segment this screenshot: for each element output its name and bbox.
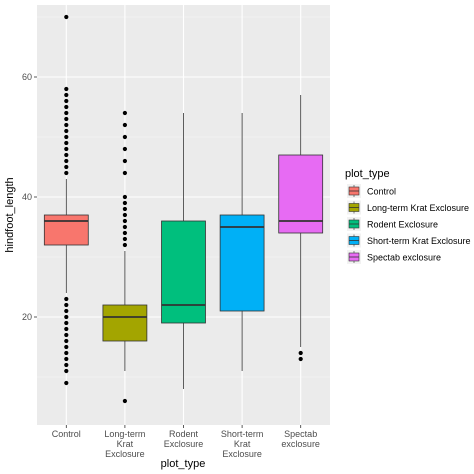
x-tick-label-line: Exclosure: [164, 439, 204, 449]
outlier-point: [122, 110, 127, 116]
y-tick-label: 20: [22, 312, 32, 322]
outlier-point: [122, 398, 127, 404]
x-tick-label-line: Long-term: [104, 429, 145, 439]
legend-label: Short-term Krat Exclosure: [367, 236, 471, 246]
legend-item: Rodent Exclosure: [347, 217, 438, 231]
outlier-point: [122, 170, 127, 176]
y-axis-title: hindfoot_length: [4, 177, 16, 252]
legend-label: Long-term Krat Exclosure: [367, 203, 469, 213]
iqr-box: [161, 220, 206, 324]
iqr-box: [278, 154, 324, 234]
outlier-point: [64, 314, 69, 320]
box-group: [278, 95, 324, 362]
x-tick-label: Rodent Exclosure: [164, 429, 204, 449]
outlier-point: [122, 134, 127, 140]
legend-title: plot_type: [345, 168, 390, 180]
outlier-point: [122, 236, 127, 242]
outlier-point: [64, 164, 69, 170]
outlier-point: [122, 230, 127, 236]
legend-label: Spectab exclosure: [367, 253, 441, 263]
outlier-point: [122, 194, 127, 200]
x-axis-title: plot_type: [161, 458, 206, 470]
box-group: [161, 113, 206, 389]
outlier-point: [64, 362, 69, 368]
outlier-point: [64, 368, 69, 374]
outlier-point: [122, 122, 127, 128]
x-tick-label-line: Spectab: [284, 429, 317, 439]
outlier-point: [64, 14, 69, 20]
outlier-point: [122, 200, 127, 206]
x-tick-label-line: Control: [52, 429, 81, 439]
outlier-point: [122, 206, 127, 212]
outlier-point: [122, 218, 127, 224]
outlier-point: [64, 380, 69, 386]
legend-item: Spectab exclosure: [347, 250, 441, 264]
x-tick-label: Short-term Krat Exclosure: [221, 429, 264, 459]
outlier-point: [64, 350, 69, 356]
outlier-point: [122, 146, 127, 152]
x-tick-label: Control: [52, 429, 81, 439]
outlier-point: [64, 104, 69, 110]
boxes: [43, 14, 324, 404]
outlier-point: [64, 122, 69, 128]
x-tick-label-line: Exclosure: [105, 449, 145, 459]
outlier-point: [64, 302, 69, 308]
outlier-point: [64, 128, 69, 134]
legend-item: Short-term Krat Exclosure: [347, 233, 471, 248]
outlier-point: [64, 98, 69, 104]
legend-item: Long-term Krat Exclosure: [347, 200, 469, 215]
outlier-point: [122, 158, 127, 164]
outlier-point: [64, 320, 69, 326]
outlier-point: [64, 332, 69, 338]
x-tick-label-line: Short-term: [221, 429, 264, 439]
x-tick-label-line: Rodent: [169, 429, 199, 439]
outlier-point: [64, 158, 69, 164]
iqr-box: [219, 214, 265, 312]
box-group: [43, 14, 89, 386]
outlier-point: [64, 146, 69, 152]
outlier-point: [122, 224, 127, 230]
outlier-point: [64, 152, 69, 158]
outlier-point: [64, 344, 69, 350]
legend-label: Control: [367, 187, 396, 197]
outlier-point: [122, 212, 127, 218]
outlier-point: [122, 242, 127, 248]
outlier-point: [64, 140, 69, 146]
outlier-point: [64, 110, 69, 116]
iqr-box: [43, 214, 89, 246]
outlier-point: [64, 92, 69, 98]
x-tick-label-line: Exclosure: [222, 449, 262, 459]
outlier-point: [64, 170, 69, 176]
x-tick-label: Long-term Krat Exclosure: [104, 429, 145, 459]
legend: plot_type Control Long-term Krat Exclosur…: [345, 168, 471, 264]
outlier-point: [298, 356, 303, 362]
y-tick-label: 60: [22, 72, 32, 82]
y-tick-label: 40: [22, 192, 32, 202]
x-tick-label: Spectab exclosure: [281, 429, 320, 449]
box-group: [102, 110, 148, 404]
outlier-point: [64, 296, 69, 302]
x-tick-label-line: Krat: [117, 439, 134, 449]
outlier-point: [64, 134, 69, 140]
outlier-point: [64, 338, 69, 344]
outlier-point: [64, 326, 69, 332]
outlier-point: [64, 86, 69, 92]
legend-label: Rodent Exclosure: [367, 220, 438, 230]
legend-item: Control: [347, 184, 396, 198]
iqr-box: [102, 304, 148, 342]
outlier-point: [298, 350, 303, 356]
outlier-point: [64, 116, 69, 122]
x-tick-label-line: exclosure: [281, 439, 320, 449]
x-tick-label-line: Krat: [234, 439, 251, 449]
box-group: [219, 113, 265, 371]
outlier-point: [64, 356, 69, 362]
outlier-point: [64, 308, 69, 314]
